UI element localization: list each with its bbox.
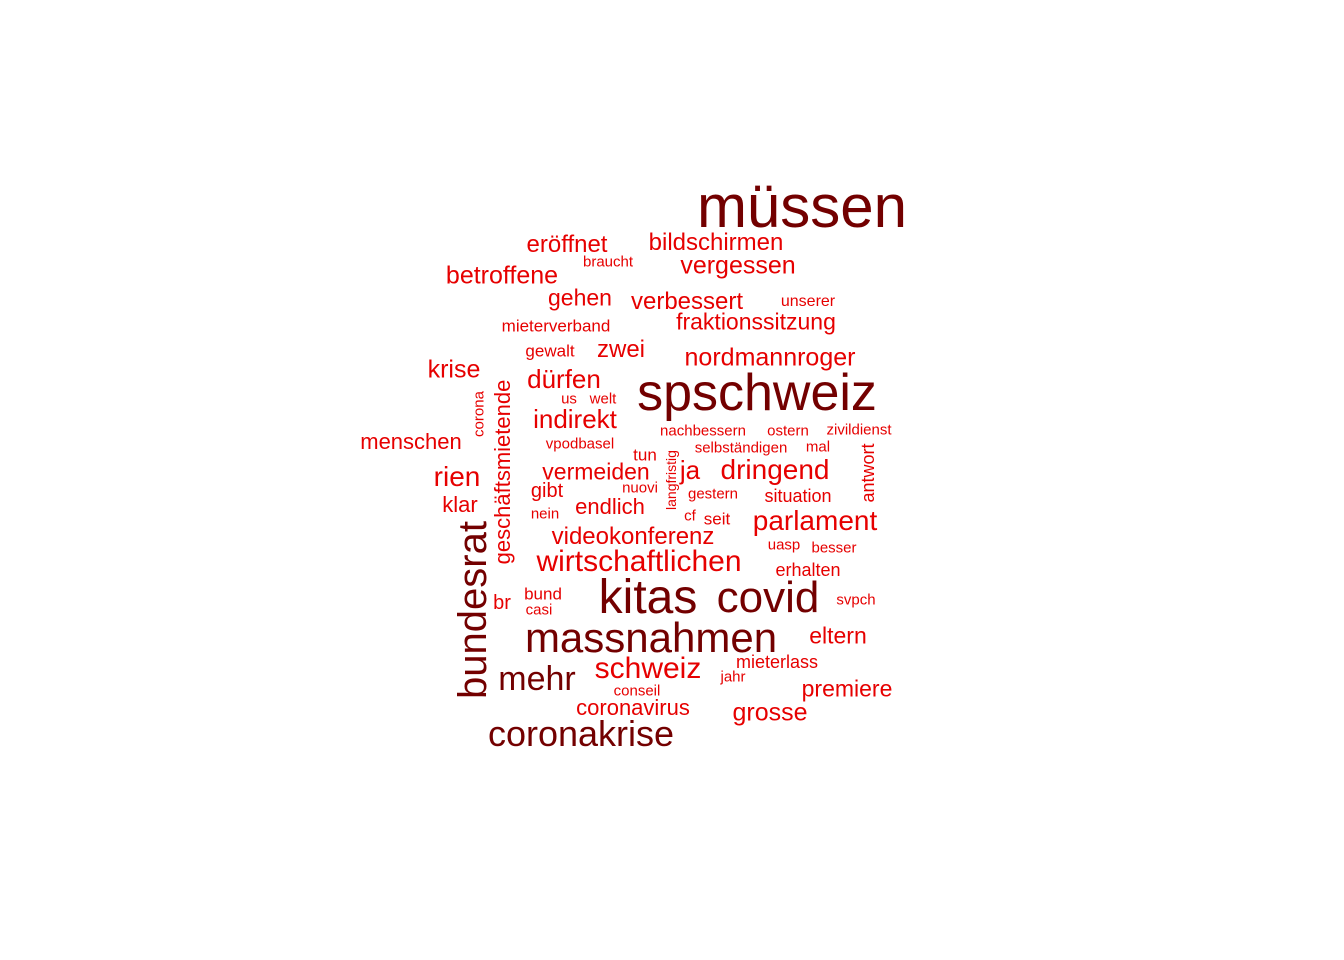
word-bildschirmen: bildschirmen bbox=[648, 229, 784, 256]
word-gehen: gehen bbox=[548, 284, 612, 311]
word-bund: bund bbox=[524, 584, 562, 604]
word-seit: seit bbox=[703, 509, 731, 529]
word-videokonferenz: videokonferenz bbox=[551, 523, 715, 550]
word-menschen: menschen bbox=[360, 429, 462, 454]
word-parlament: parlament bbox=[752, 505, 878, 536]
word-situation: situation bbox=[764, 486, 832, 506]
word-endlich: endlich bbox=[575, 494, 645, 519]
word-mieterlass: mieterlass bbox=[735, 652, 819, 672]
word-erhalten: erhalten bbox=[775, 560, 841, 580]
word-nein: nein bbox=[530, 505, 560, 523]
word-duerfen: dürfen bbox=[527, 364, 601, 394]
word-casi: casi bbox=[525, 601, 553, 619]
word-conseil: conseil bbox=[613, 682, 661, 700]
word-br: br bbox=[493, 592, 511, 614]
word-braucht: braucht bbox=[582, 253, 634, 271]
word-gewalt: gewalt bbox=[525, 341, 575, 361]
word-klar: klar bbox=[442, 492, 478, 517]
word-ostern: ostern bbox=[767, 422, 809, 440]
word-bundesrat: bundesrat bbox=[451, 521, 495, 699]
word-zwei: zwei bbox=[596, 336, 646, 363]
word-vergessen: vergessen bbox=[680, 251, 796, 280]
word-svpch: svpch bbox=[836, 591, 876, 609]
word-eltern: eltern bbox=[809, 622, 867, 649]
word-schweiz: schweiz bbox=[594, 652, 702, 685]
word-kitas: kitas bbox=[598, 571, 698, 624]
word-covid: covid bbox=[716, 573, 820, 622]
word-geschaeftsmietende: geschäftsmietende bbox=[490, 379, 515, 565]
word-welt: welt bbox=[589, 390, 617, 408]
word-unserer: unserer bbox=[780, 293, 836, 310]
word-mal: mal bbox=[805, 438, 831, 456]
word-nordmannroger: nordmannroger bbox=[684, 343, 856, 372]
word-nachbessern: nachbessern bbox=[660, 422, 746, 440]
word-nuovi: nuovi bbox=[622, 479, 658, 497]
word-uasp: uasp bbox=[767, 536, 801, 554]
word-muessen: müssen bbox=[696, 173, 908, 240]
word-wirtschaftlichen: wirtschaftlichen bbox=[536, 545, 742, 578]
word-mieterverband: mieterverband bbox=[501, 316, 611, 336]
word-dringend: dringend bbox=[720, 454, 830, 485]
word-eroeffnet: eröffnet bbox=[526, 231, 608, 258]
word-tun: tun bbox=[633, 445, 657, 465]
word-premiere: premiere bbox=[801, 675, 893, 702]
word-gibt: gibt bbox=[530, 480, 564, 502]
word-spschweiz: spschweiz bbox=[637, 364, 877, 422]
word-us: us bbox=[561, 390, 577, 408]
word-zivildienst: zivildienst bbox=[826, 421, 892, 439]
word-vermeiden: vermeiden bbox=[542, 458, 650, 485]
word-antwort: antwort bbox=[858, 443, 878, 503]
word-jahr: jahr bbox=[720, 668, 746, 686]
word-coronavirus: coronavirus bbox=[576, 695, 690, 720]
word-cf: cf bbox=[684, 507, 696, 525]
word-vpodbasel: vpodbasel bbox=[545, 435, 615, 453]
word-mehr: mehr bbox=[498, 660, 576, 698]
word-verbessert: verbessert bbox=[630, 288, 744, 315]
word-krise: krise bbox=[427, 355, 481, 384]
word-ja: ja bbox=[679, 455, 701, 485]
word-gestern: gestern bbox=[687, 485, 739, 503]
word-langfristig: langfristig bbox=[663, 450, 679, 510]
word-corona: corona bbox=[470, 391, 488, 437]
word-selbstaendigen: selbständigen bbox=[694, 439, 788, 457]
word-besser: besser bbox=[811, 539, 857, 557]
word-indirekt: indirekt bbox=[533, 404, 617, 434]
word-grosse: grosse bbox=[732, 698, 808, 727]
word-coronakrise: coronakrise bbox=[487, 713, 675, 754]
word-betroffene: betroffene bbox=[445, 261, 559, 290]
word-fraktionssitzung: fraktionssitzung bbox=[676, 308, 836, 335]
word-massnahmen: massnahmen bbox=[524, 614, 778, 661]
word-rien: rien bbox=[433, 461, 481, 492]
